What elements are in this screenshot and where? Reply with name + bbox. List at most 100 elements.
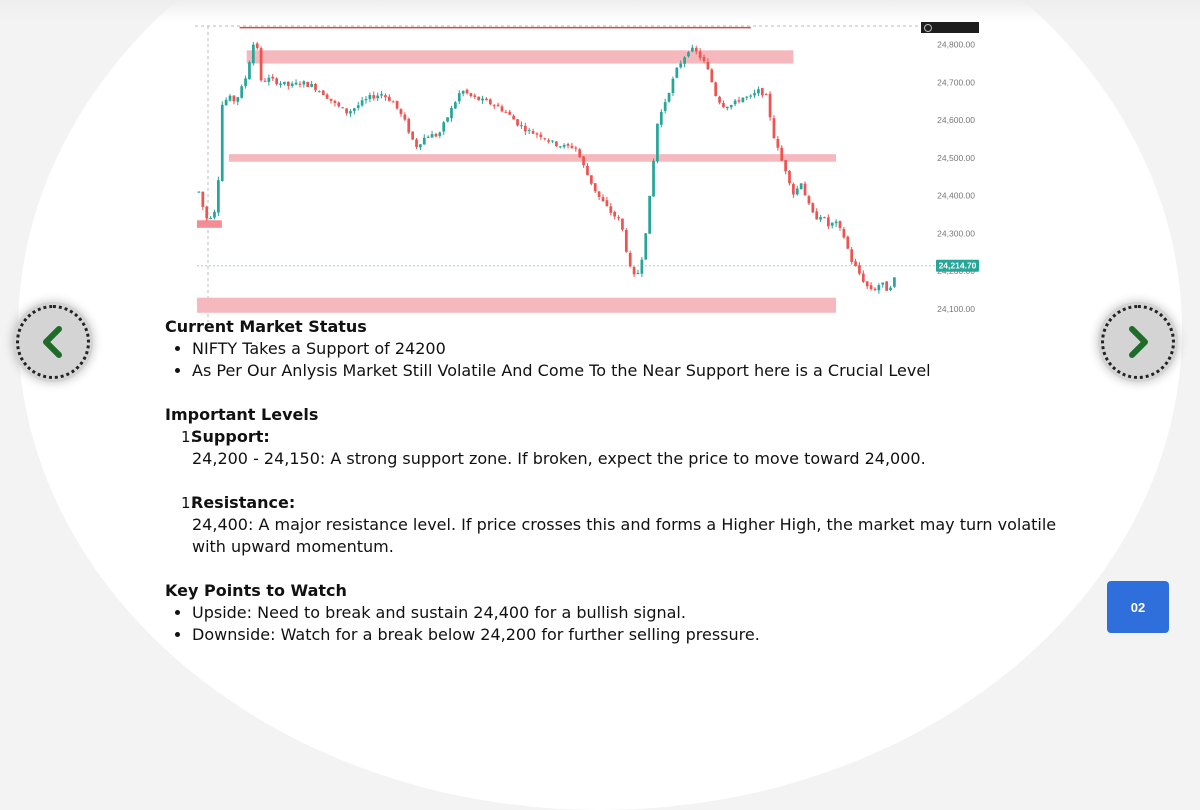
candle-body bbox=[485, 98, 488, 101]
price-tick-label: 24,300.00 bbox=[937, 228, 975, 238]
candle-body bbox=[496, 104, 500, 107]
candle-body bbox=[267, 77, 271, 82]
candle-body bbox=[255, 43, 259, 48]
candle-body bbox=[430, 134, 434, 138]
prev-slide-button[interactable] bbox=[13, 302, 93, 382]
price-chart: 24,800.00 24,700.00 24,600.00 24,500.00 24,4… bbox=[195, 22, 980, 326]
candle-body bbox=[547, 140, 550, 142]
candle-body bbox=[555, 141, 558, 147]
candle-body bbox=[349, 111, 352, 114]
candle-body bbox=[729, 105, 733, 108]
candle-body bbox=[442, 122, 446, 132]
candle-body bbox=[889, 287, 892, 291]
candle-body bbox=[205, 206, 209, 219]
candle-body bbox=[543, 138, 547, 140]
candle-body bbox=[523, 125, 527, 132]
candle-body bbox=[244, 78, 247, 87]
candle-body bbox=[450, 108, 453, 119]
candle-body bbox=[473, 95, 477, 97]
candle-body bbox=[263, 80, 267, 82]
candle-body bbox=[652, 160, 655, 197]
candle-body bbox=[659, 111, 663, 125]
candle-body bbox=[788, 170, 791, 184]
candle-body bbox=[469, 93, 473, 97]
candle-body bbox=[691, 47, 694, 52]
candle-body bbox=[624, 229, 628, 252]
candle-body bbox=[454, 102, 457, 109]
candle-body bbox=[446, 117, 449, 122]
candle-body bbox=[823, 217, 826, 219]
candle-body bbox=[201, 191, 205, 207]
candle-body bbox=[368, 94, 372, 99]
candle-body bbox=[422, 137, 426, 145]
candle-body bbox=[621, 218, 624, 230]
candle-body bbox=[578, 149, 582, 158]
candle-body bbox=[290, 83, 294, 86]
candle-body bbox=[306, 81, 310, 87]
resistance-item: 1.Resistance: bbox=[165, 492, 1085, 514]
candle-body bbox=[694, 47, 698, 52]
candle-body bbox=[772, 118, 776, 139]
candle-body bbox=[811, 203, 815, 213]
candle-body bbox=[488, 99, 492, 105]
button-ring bbox=[1101, 305, 1175, 379]
candle-body bbox=[792, 184, 795, 195]
candle-body bbox=[776, 139, 780, 148]
candle-body bbox=[508, 111, 512, 115]
candle-body bbox=[380, 94, 383, 96]
resistance-label: Resistance: bbox=[191, 493, 296, 512]
candle-body bbox=[333, 100, 337, 103]
support-item: 1.Support: bbox=[165, 426, 1085, 448]
candle-body bbox=[228, 95, 232, 101]
candle-body bbox=[314, 84, 317, 91]
candle-body bbox=[341, 107, 345, 109]
price-tick-label: 24,400.00 bbox=[937, 191, 975, 201]
chevron-left-icon bbox=[43, 326, 62, 358]
candle-body bbox=[749, 95, 753, 97]
candle-body bbox=[725, 106, 729, 109]
candle-body bbox=[477, 96, 481, 101]
candle-body bbox=[815, 211, 819, 220]
price-zone bbox=[197, 220, 222, 228]
analysis-text: Current Market Status NIFTY Takes a Supp… bbox=[165, 316, 1085, 646]
market-status-heading: Current Market Status bbox=[165, 317, 367, 336]
candle-body bbox=[283, 81, 286, 85]
candles-layer bbox=[197, 41, 896, 294]
candle-body bbox=[834, 221, 838, 224]
candle-body bbox=[240, 86, 244, 98]
candle-body bbox=[391, 101, 395, 103]
candle-body bbox=[527, 129, 531, 131]
key-points-list: Upside: Need to break and sustain 24,400… bbox=[165, 602, 1085, 646]
candle-body bbox=[220, 104, 224, 181]
candle-body bbox=[434, 134, 438, 137]
candle-body bbox=[352, 108, 356, 112]
zones-layer bbox=[197, 26, 935, 313]
candle-body bbox=[345, 108, 348, 114]
next-slide-button[interactable] bbox=[1098, 302, 1178, 382]
candle-body bbox=[286, 81, 290, 86]
candle-body bbox=[461, 90, 465, 94]
candle-body bbox=[236, 97, 240, 102]
candle-body bbox=[294, 82, 298, 85]
candle-body bbox=[582, 156, 585, 166]
support-label: Support: bbox=[191, 427, 270, 446]
candle-body bbox=[745, 96, 749, 98]
candle-body bbox=[784, 160, 787, 172]
candle-body bbox=[846, 236, 850, 249]
important-levels-heading: Important Levels bbox=[165, 405, 319, 424]
candle-body bbox=[760, 88, 764, 96]
candle-body bbox=[259, 48, 263, 81]
candle-body bbox=[780, 147, 784, 161]
candle-body bbox=[217, 180, 220, 213]
candle-body bbox=[531, 131, 535, 134]
candle-body bbox=[803, 183, 807, 196]
candle-body bbox=[842, 229, 846, 238]
price-tick-label: 24,100.00 bbox=[937, 304, 975, 314]
candle-body bbox=[698, 51, 702, 58]
candle-body bbox=[419, 144, 422, 148]
price-tick-label: 24,700.00 bbox=[937, 77, 975, 87]
candle-body bbox=[399, 109, 403, 115]
candle-body bbox=[830, 222, 834, 226]
price-zone bbox=[246, 50, 794, 64]
candle-body bbox=[407, 118, 411, 133]
